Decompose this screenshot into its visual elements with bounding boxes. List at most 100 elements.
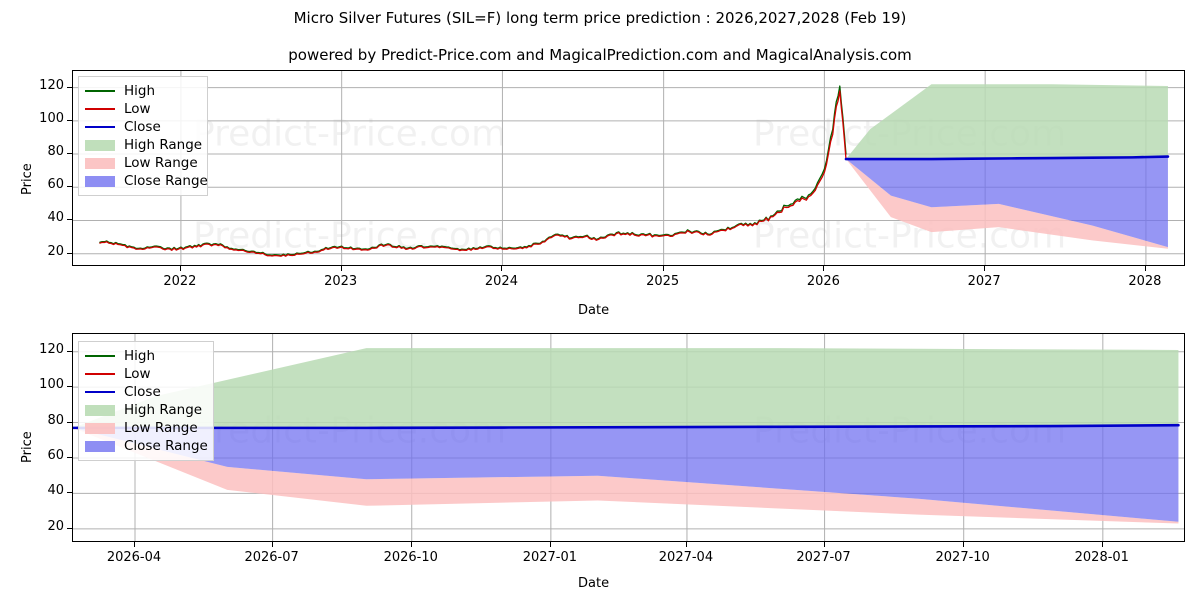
x-tick-label: 2027-04 <box>658 550 714 565</box>
legend-label: High Range <box>124 137 203 153</box>
y-tick-label: 20 <box>47 243 64 259</box>
x-tick-label: 2026-04 <box>106 550 162 565</box>
x-tick-label: 2027 <box>967 274 1001 289</box>
y-tick-mark <box>67 421 72 423</box>
legend-label: Low <box>124 101 151 117</box>
band-high-range <box>73 348 1179 428</box>
x-tick-mark <box>685 542 687 547</box>
legend-swatch-low-icon <box>85 102 115 116</box>
legend-item-close-range[interactable]: Close Range <box>85 172 208 190</box>
legend-swatch-close-range-icon <box>85 174 115 188</box>
y-tick-label: 80 <box>47 144 64 160</box>
legend-label: High Range <box>124 402 203 418</box>
legend-label: Low Range <box>124 420 198 436</box>
legend-item-low-range[interactable]: Low Range <box>85 419 205 437</box>
bottom-chart-x-axis-label: Date <box>578 576 610 591</box>
legend-item-high-range[interactable]: High Range <box>85 401 205 419</box>
y-tick-mark <box>67 119 72 121</box>
y-tick-mark <box>67 252 72 254</box>
x-tick-label: 2028 <box>1128 274 1162 289</box>
legend-item-high-range[interactable]: High Range <box>85 136 203 154</box>
y-tick-mark <box>67 386 72 388</box>
y-tick-mark <box>67 86 72 88</box>
legend-swatch-low-range-icon <box>85 421 115 435</box>
y-tick-mark <box>67 492 72 494</box>
y-tick-label: 120 <box>39 341 64 357</box>
y-tick-mark <box>67 527 72 529</box>
x-tick-mark <box>962 542 964 547</box>
y-tick-label: 40 <box>47 210 64 226</box>
y-tick-label: 60 <box>47 447 64 463</box>
x-tick-label: 2028-01 <box>1074 550 1129 565</box>
legend-item-high[interactable]: High <box>85 82 199 100</box>
band-low-range <box>845 159 1168 249</box>
x-tick-mark <box>549 542 551 547</box>
legend-swatch-high-range-icon <box>85 403 115 417</box>
x-tick-label: 2026 <box>806 274 840 289</box>
x-tick-mark <box>823 542 825 547</box>
legend-label: High <box>124 348 156 364</box>
band-high-range <box>845 84 1168 160</box>
x-tick-label: 2027-10 <box>935 550 990 565</box>
y-tick-mark <box>67 153 72 155</box>
band-close-range <box>73 425 1179 522</box>
x-tick-mark <box>271 542 273 547</box>
y-tick-label: 60 <box>47 177 64 193</box>
top-chart-panel: Predict-Price.com Predict-Price.com Predic… <box>20 70 1185 318</box>
legend-swatch-close-icon <box>85 120 115 134</box>
x-tick-label: 2026-07 <box>244 550 299 565</box>
x-tick-label: 2024 <box>484 274 518 289</box>
legend-item-close-range[interactable]: Close Range <box>85 437 208 455</box>
legend-swatch-close-icon <box>85 385 115 399</box>
legend-label: Close <box>124 384 161 400</box>
series-close-line <box>73 423 1180 430</box>
x-tick-mark <box>501 266 503 271</box>
y-tick-mark <box>67 186 72 188</box>
x-tick-mark <box>823 266 825 271</box>
x-tick-label: 2027-07 <box>796 550 851 565</box>
y-tick-label: 100 <box>39 377 64 393</box>
top-chart-plot-area: Predict-Price.com Predict-Price.com Predic… <box>72 70 1185 266</box>
legend-label: Close <box>124 119 161 135</box>
legend-item-close[interactable]: Close <box>85 383 205 401</box>
y-tick-mark <box>67 350 72 352</box>
legend-label: Low <box>124 366 151 382</box>
y-tick-mark <box>67 456 72 458</box>
legend-item-high[interactable]: High <box>85 347 205 365</box>
legend-swatch-high-icon <box>85 349 115 363</box>
x-tick-mark <box>662 266 664 271</box>
x-tick-label: 2023 <box>324 274 358 289</box>
legend-item-low-range[interactable]: Low Range <box>85 154 199 172</box>
bottom-chart-legend[interactable]: High Low Close High Range Low Range Close Ran… <box>78 341 214 461</box>
legend-item-close[interactable]: Close <box>85 118 199 136</box>
y-tick-label: 100 <box>39 110 64 126</box>
top-chart-legend[interactable]: High Low Close High Range Low Range Close Ran… <box>78 76 208 196</box>
x-tick-mark <box>179 266 181 271</box>
y-tick-label: 40 <box>47 483 64 499</box>
legend-label: Low Range <box>124 155 198 171</box>
y-tick-label: 20 <box>47 518 64 534</box>
legend-swatch-high-icon <box>85 84 115 98</box>
svg-text:Predict-Price.com: Predict-Price.com <box>193 113 506 154</box>
page-subtitle: powered by Predict-Price.com and Magical… <box>288 46 912 64</box>
x-tick-mark <box>134 542 135 547</box>
series-close-line <box>844 155 1170 161</box>
x-tick-mark <box>340 266 342 271</box>
y-tick-label: 80 <box>47 412 64 428</box>
x-tick-label: 2027-01 <box>522 550 578 565</box>
legend-swatch-low-icon <box>85 367 115 381</box>
legend-swatch-low-range-icon <box>85 156 115 170</box>
x-tick-label: 2026-10 <box>383 550 438 565</box>
legend-item-low[interactable]: Low <box>85 365 205 383</box>
x-tick-mark <box>984 266 986 271</box>
x-tick-mark <box>1144 266 1146 271</box>
page-title: Micro Silver Futures (SIL=F) long term p… <box>293 9 907 27</box>
band-low-range <box>73 427 1179 524</box>
legend-item-low[interactable]: Low <box>85 100 199 118</box>
band-close-range <box>845 156 1168 248</box>
y-tick-mark <box>67 219 72 221</box>
